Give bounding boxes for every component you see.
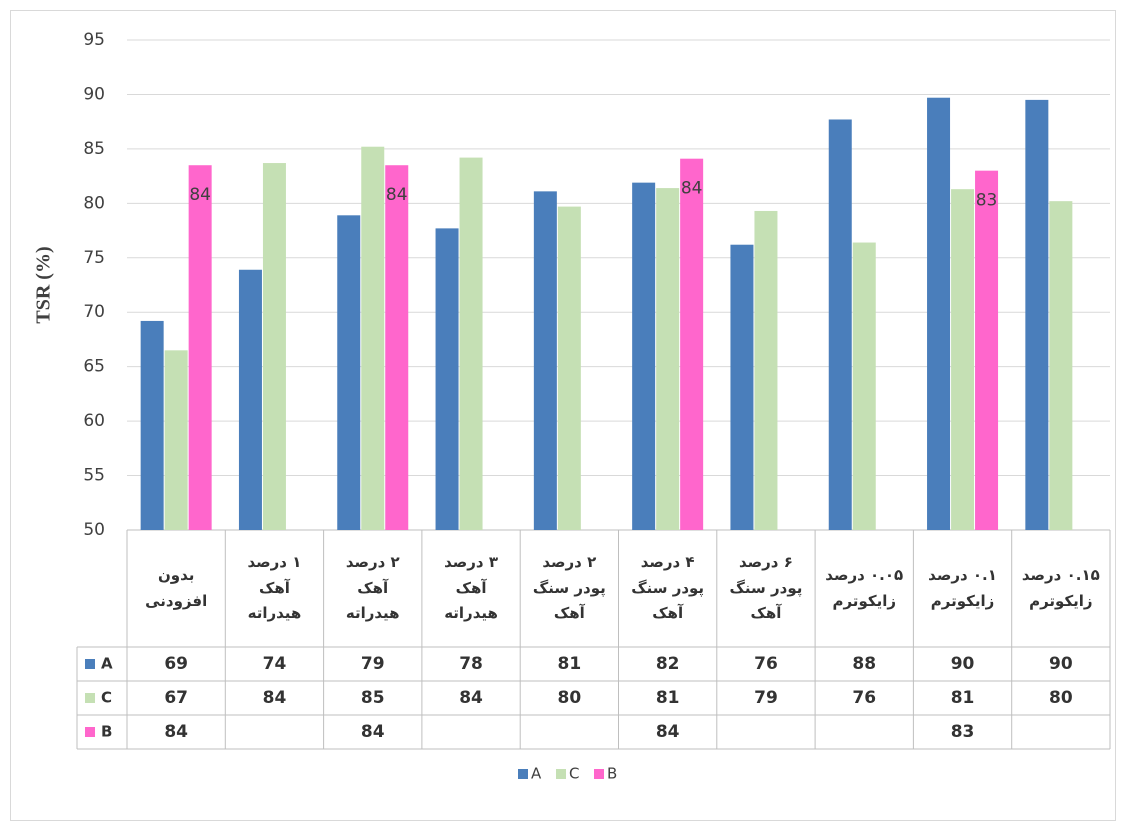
row-header: A [101, 655, 113, 673]
table-value: 81 [656, 688, 680, 708]
y-tick-label: 90 [83, 84, 105, 104]
category-cell: ۲ درصد آهک هیدراته [345, 553, 400, 623]
bar [730, 244, 754, 530]
legend-key [85, 727, 95, 737]
category-cell: ۶ درصد پودر سنگ آهک [729, 553, 803, 623]
legend-label: A [531, 765, 542, 783]
legend-label: C [569, 765, 579, 783]
category-cell: ۰.۱ درصد زایکوترم [928, 566, 997, 610]
table-value: 82 [656, 654, 680, 674]
y-axis-label: TSR (%) [33, 246, 55, 323]
y-tick-label: 65 [83, 357, 105, 377]
x-tick-label: ۲ درصد آهک هیدراته [345, 553, 400, 623]
y-tick-label: 85 [83, 139, 105, 159]
bar [656, 188, 680, 531]
table-value: 80 [1049, 688, 1073, 708]
category-cell: ۱ درصد آهک هیدراته [247, 553, 302, 623]
table-value: 78 [459, 654, 483, 674]
table-value: 76 [754, 654, 778, 674]
bar [951, 189, 975, 530]
y-tick-label: 75 [83, 248, 105, 268]
row-header: C [101, 689, 112, 707]
table-value: 81 [951, 688, 975, 708]
table-value: 84 [263, 688, 287, 708]
table-value: 79 [754, 688, 778, 708]
legend-key [518, 769, 528, 779]
row-header: B [101, 723, 112, 741]
y-tick-label: 95 [83, 30, 105, 50]
bar [337, 215, 361, 531]
legend-key [85, 659, 95, 669]
table-value: 74 [263, 654, 287, 674]
data-label: 84 [681, 179, 703, 199]
bar [385, 165, 409, 530]
bar [238, 269, 262, 530]
category-cell: ۲ درصد پودر سنگ آهک [532, 553, 606, 623]
x-tick-label: ۴ درصد پودر سنگ آهک [631, 553, 705, 623]
x-tick-label: ۰.۱ درصد زایکوترم [928, 566, 997, 610]
x-tick-label: ۰.۰۵ درصد زایکوترم [825, 566, 904, 610]
y-tick-label: 55 [83, 466, 105, 486]
x-tick-label: ۳ درصد آهک هیدراته [444, 553, 498, 623]
x-tick-label: ۰.۱۵ درصد زایکوترم [1021, 566, 1100, 610]
table-value: 85 [361, 688, 385, 708]
bar [852, 242, 876, 531]
category-cell: ۴ درصد پودر سنگ آهک [631, 553, 705, 623]
category-cell: ۳ درصد آهک هیدراته [444, 553, 498, 623]
bar [1025, 99, 1049, 530]
legend-label: B [607, 765, 617, 783]
table-value: 88 [852, 654, 876, 674]
table-value: 69 [164, 654, 188, 674]
y-tick-label: 50 [83, 520, 105, 540]
table-value: 76 [852, 688, 876, 708]
bar [164, 350, 188, 530]
table-value: 84 [459, 688, 483, 708]
y-tick-label: 70 [83, 302, 105, 322]
bar [459, 157, 483, 530]
category-cell: ۰.۰۵ درصد زایکوترم [825, 566, 904, 610]
bar [680, 158, 704, 530]
bar [533, 191, 557, 530]
bar [828, 119, 852, 530]
legend-key [594, 769, 604, 779]
bar [188, 165, 212, 530]
table-value: 79 [361, 654, 385, 674]
table-value: 83 [951, 722, 975, 742]
y-tick-label: 80 [83, 193, 105, 213]
table-value: 81 [558, 654, 582, 674]
table-value: 90 [1049, 654, 1073, 674]
table-value: 84 [361, 722, 385, 742]
bar [632, 182, 656, 530]
x-tick-label: ۶ درصد پودر سنگ آهک [729, 553, 803, 623]
category-cell: ۰.۱۵ درصد زایکوترم [1021, 566, 1100, 610]
legend-key [85, 693, 95, 703]
table-value: 67 [164, 688, 188, 708]
bar [1049, 201, 1073, 530]
bar [140, 320, 164, 530]
data-label: 84 [189, 185, 211, 205]
table-value: 84 [164, 722, 188, 742]
bar [435, 228, 459, 530]
table-value: 80 [558, 688, 582, 708]
x-tick-label: ۱ درصد آهک هیدراته [247, 553, 302, 623]
bar [557, 206, 581, 530]
table-value: 84 [656, 722, 680, 742]
legend-key [556, 769, 566, 779]
bar [927, 97, 951, 530]
bar [361, 146, 385, 530]
data-label: 83 [976, 191, 998, 211]
table-value: 90 [951, 654, 975, 674]
y-tick-label: 60 [83, 411, 105, 431]
category-cell: بدون افزودنی [145, 566, 208, 610]
x-tick-label: بدون افزودنی [145, 566, 208, 610]
bar [262, 163, 286, 531]
x-tick-label: ۲ درصد پودر سنگ آهک [532, 553, 606, 623]
data-label: 84 [386, 185, 408, 205]
bar [754, 210, 778, 530]
bar [975, 170, 999, 530]
